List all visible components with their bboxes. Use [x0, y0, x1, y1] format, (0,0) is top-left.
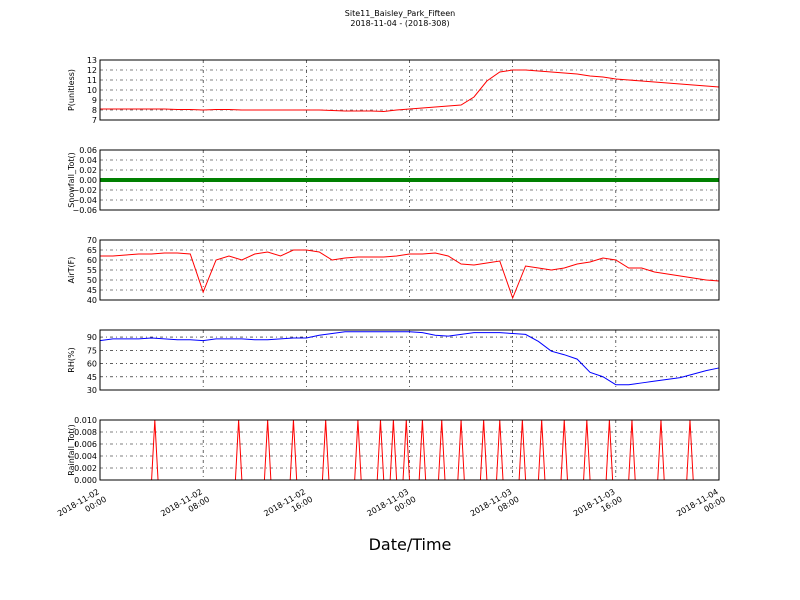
y-tick-label: 0.004 [74, 452, 97, 461]
y-tick-label: 30 [87, 386, 97, 395]
y-tick-label: 65 [87, 246, 97, 255]
axes-frame [99, 329, 720, 391]
y-tick-label: 13 [87, 56, 97, 65]
axes-frame [99, 149, 720, 211]
y-tick-label: 40 [87, 296, 97, 305]
y-tick-label: 0.000 [74, 476, 97, 485]
y-tick-label: 60 [87, 256, 97, 265]
y-tick-label: 75 [87, 346, 97, 355]
y-tick-label: −0.04 [72, 196, 97, 205]
y-tick-label: 45 [87, 286, 97, 295]
y-tick-label: 0.010 [74, 416, 97, 425]
y-tick-label: 90 [87, 333, 97, 342]
y-tick-label: 0.002 [74, 464, 97, 473]
y-tick-label: 55 [87, 266, 97, 275]
x-axis-label: Date/Time [369, 535, 452, 554]
axes-frame [99, 419, 720, 481]
chart-title: Site11_Baisley_Park_Fifteen [345, 9, 455, 18]
y-tick-label: 0.006 [74, 440, 97, 449]
y-axis-label: Rainfall_Tot() [67, 424, 76, 476]
y-tick-label: 10 [87, 86, 97, 95]
y-tick-label: 0.00 [79, 176, 97, 185]
chart-subtitle: 2018-11-04 - (2018-308) [350, 19, 449, 28]
y-axis-label: RH(%) [67, 347, 76, 372]
y-tick-label: 11 [87, 76, 97, 85]
y-tick-label: 12 [87, 66, 97, 75]
data-line [100, 249, 720, 300]
y-tick-label: −0.06 [72, 206, 97, 215]
y-tick-label: 0.06 [79, 146, 97, 155]
y-tick-label: −0.02 [72, 186, 97, 195]
y-tick-label: 60 [87, 360, 97, 369]
y-tick-label: 7 [92, 116, 97, 125]
y-tick-label: 8 [92, 106, 97, 115]
y-axis-label: AirT(F) [67, 257, 76, 284]
y-tick-label: 0.008 [74, 428, 97, 437]
y-axis-label: P(unitless) [67, 69, 76, 111]
axes-frame [99, 59, 720, 121]
y-tick-label: 45 [87, 373, 97, 382]
y-tick-label: 0.02 [79, 166, 97, 175]
y-tick-label: 9 [92, 96, 97, 105]
y-axis-label: Snowfall_Tot() [67, 152, 76, 208]
data-line [100, 69, 720, 113]
data-line [99, 331, 720, 386]
y-tick-label: 0.04 [79, 156, 97, 165]
axes-frame [99, 239, 720, 301]
y-tick-label: 70 [87, 236, 97, 245]
y-tick-label: 50 [87, 276, 97, 285]
